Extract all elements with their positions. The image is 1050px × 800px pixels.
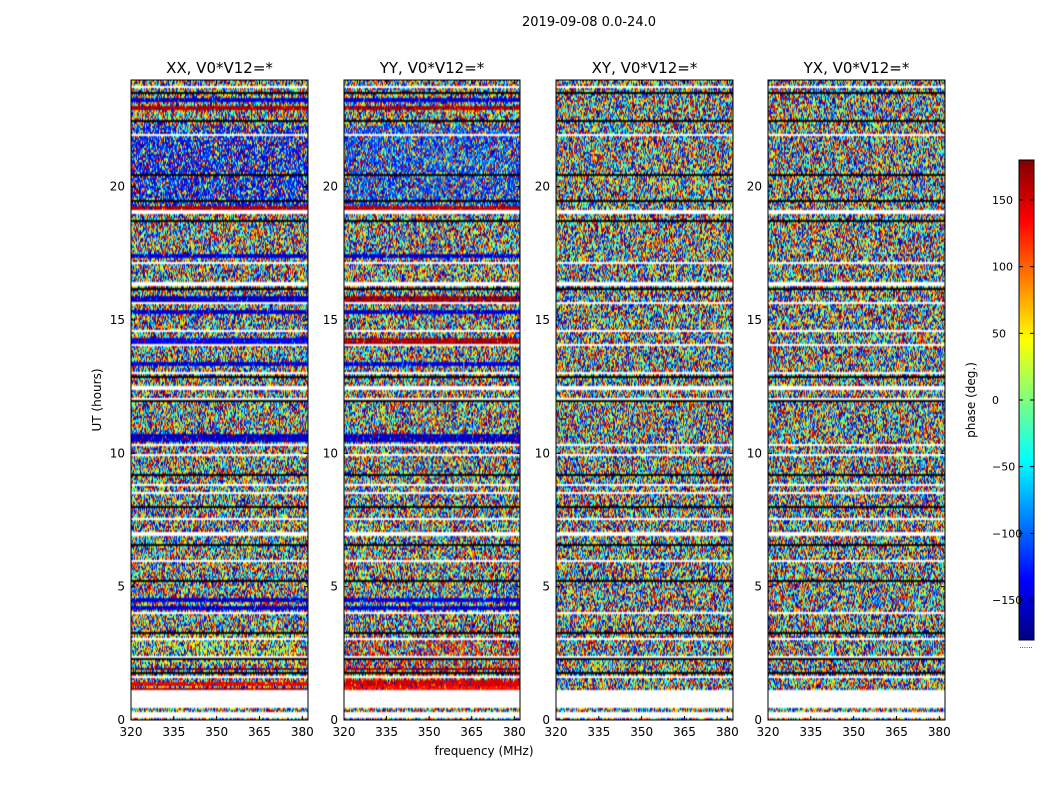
colorbar-under-marker: ......	[1019, 642, 1032, 650]
x-tick-label: 320	[120, 725, 143, 739]
plot-frame	[767, 79, 946, 721]
y-tick-label: 5	[117, 580, 125, 594]
x-tick-label: 365	[460, 725, 483, 739]
colorbar-tick-label: −150	[992, 594, 1022, 607]
plot-frame	[130, 79, 309, 721]
y-ticks: 0 5 10 15 20	[323, 180, 520, 727]
panel-xy: XY, V0*V12=* 320 335 350 365 380 0 5 10 15 20	[535, 59, 739, 739]
x-tick-label: 320	[333, 725, 356, 739]
x-tick-label: 365	[673, 725, 696, 739]
x-tick-label: 350	[205, 725, 228, 739]
y-tick-label: 10	[747, 446, 762, 460]
y-tick-label: 20	[747, 180, 762, 194]
x-tick-label: 350	[842, 725, 865, 739]
x-ticks: 320 335 350 365 380	[545, 80, 739, 739]
x-tick-label: 320	[757, 725, 780, 739]
panel-title: YY, V0*V12=*	[379, 59, 485, 77]
y-tick-label: 20	[110, 180, 125, 194]
y-tick-label: 10	[535, 446, 550, 460]
panel-title: XX, V0*V12=*	[166, 59, 273, 77]
y-ticks: 0 5 10 15 20	[747, 180, 945, 727]
y-tick-label: 5	[754, 580, 762, 594]
figure-suptitle: 2019-09-08 0.0-24.0	[522, 15, 656, 30]
colorbar-tick-label: 0	[992, 394, 999, 407]
colorbar-ticks: −150 −100 −50 0 50 100 150	[992, 194, 1034, 607]
y-tick-label: 20	[323, 180, 338, 194]
x-ticks: 320 335 350 365 380	[757, 80, 951, 739]
x-tick-label: 380	[716, 725, 739, 739]
y-tick-label: 0	[330, 713, 338, 727]
x-ticks: 320 335 350 365 380	[120, 80, 314, 739]
y-tick-label: 5	[330, 580, 338, 594]
y-tick-label: 0	[542, 713, 550, 727]
y-tick-label: 15	[535, 313, 550, 327]
heatmap-image	[556, 80, 733, 720]
plot-frame	[555, 79, 734, 721]
x-tick-label: 335	[587, 725, 610, 739]
colorbar-tick-label: 50	[992, 327, 1006, 340]
colorbar-tick-label: −100	[992, 527, 1022, 540]
y-tick-label: 10	[110, 446, 125, 460]
colorbar: −150 −100 −50 0 50 100 150 ......	[992, 159, 1035, 650]
x-axis-label: frequency (MHz)	[434, 744, 533, 758]
y-tick-label: 15	[110, 313, 125, 327]
x-tick-label: 365	[885, 725, 908, 739]
x-tick-label: 350	[630, 725, 653, 739]
y-tick-label: 0	[754, 713, 762, 727]
panel-title: XY, V0*V12=*	[592, 59, 698, 77]
y-tick-label: 10	[323, 446, 338, 460]
y-tick-label: 20	[535, 180, 550, 194]
x-tick-label: 365	[248, 725, 271, 739]
y-ticks: 0 5 10 15 20	[535, 180, 733, 727]
y-axis-label: UT (hours)	[90, 368, 104, 431]
x-ticks: 320 335 350 365 380	[333, 80, 526, 739]
heatmap-image	[344, 80, 520, 720]
x-tick-label: 380	[928, 725, 951, 739]
panel-title: YX, V0*V12=*	[803, 59, 910, 77]
panel-yx: YX, V0*V12=* 320 335 350 365 380 0 5 10 15 20	[747, 59, 951, 739]
x-tick-label: 320	[545, 725, 568, 739]
colorbar-label: phase (deg.)	[964, 362, 978, 438]
x-tick-label: 335	[799, 725, 822, 739]
y-tick-label: 5	[542, 580, 550, 594]
panel-xx: XX, V0*V12=* 320 335 350 365 380 0 5 10 15 20	[110, 59, 314, 739]
x-tick-label: 380	[503, 725, 526, 739]
y-tick-label: 0	[117, 713, 125, 727]
x-tick-label: 335	[375, 725, 398, 739]
x-tick-label: 350	[418, 725, 441, 739]
heatmap-image	[131, 80, 308, 720]
colorbar-tick-label: −50	[992, 461, 1015, 474]
y-ticks: 0 5 10 15 20	[110, 180, 308, 727]
y-tick-label: 15	[323, 313, 338, 327]
plot-frame	[343, 79, 521, 721]
y-tick-label: 15	[747, 313, 762, 327]
x-tick-label: 335	[162, 725, 185, 739]
heatmap-image	[768, 80, 945, 720]
colorbar-tick-label: 150	[992, 194, 1013, 207]
colorbar-tick-label: 100	[992, 261, 1013, 274]
panel-yy: YY, V0*V12=* 320 335 350 365 380 0 5 10 15 20	[323, 59, 526, 739]
x-tick-label: 380	[291, 725, 314, 739]
